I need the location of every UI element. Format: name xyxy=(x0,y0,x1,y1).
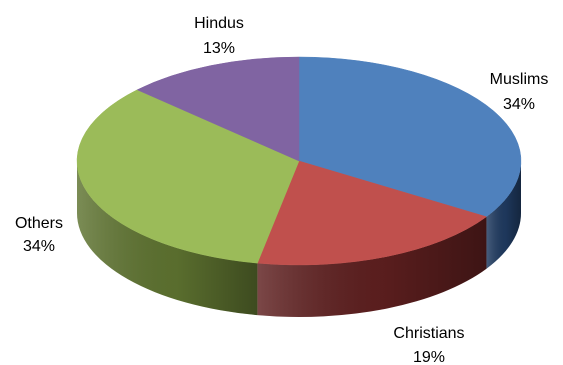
slice-label-hindus: Hindus xyxy=(194,15,244,32)
slice-value-hindus: 13% xyxy=(203,40,235,57)
pie-slice-muslims xyxy=(298,56,522,218)
slice-value-christians: 19% xyxy=(413,349,445,365)
pie-slice-hindus xyxy=(136,56,300,162)
slice-label-muslims: Muslims xyxy=(490,71,549,88)
pie-slice-others xyxy=(76,89,300,264)
slice-value-muslims: 34% xyxy=(503,96,535,113)
pie-side-shade-others xyxy=(77,161,258,316)
pie-side-shade-muslims xyxy=(486,161,521,269)
pie-side-shade-christians xyxy=(257,216,487,317)
slice-value-others: 34% xyxy=(23,238,55,255)
pie-slice-christians xyxy=(257,160,487,266)
slice-label-christians: Christians xyxy=(393,325,464,342)
slice-label-others: Others xyxy=(15,215,63,232)
